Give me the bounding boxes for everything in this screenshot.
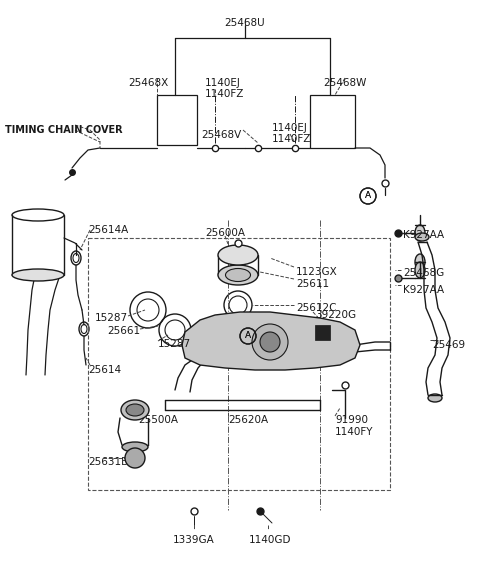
Ellipse shape [415,262,425,278]
Ellipse shape [122,442,148,452]
Ellipse shape [218,245,258,265]
Text: 1123GX: 1123GX [296,267,338,277]
Text: A: A [245,332,251,340]
Ellipse shape [218,265,258,285]
Ellipse shape [12,269,64,281]
Circle shape [125,448,145,468]
Text: 25468G: 25468G [403,268,444,278]
Text: 15287: 15287 [158,339,191,349]
Ellipse shape [415,233,429,241]
Circle shape [260,332,280,352]
Circle shape [252,324,288,360]
Text: 1140EJ: 1140EJ [205,78,241,88]
Ellipse shape [121,400,149,420]
Text: 25612C: 25612C [296,303,336,313]
Text: A: A [245,332,251,340]
Text: A: A [365,191,371,201]
Text: 25614A: 25614A [88,225,128,235]
Text: 1339GA: 1339GA [173,535,215,545]
Text: 25620A: 25620A [228,415,268,425]
Ellipse shape [415,225,425,241]
Text: 25631B: 25631B [88,457,128,467]
Text: K927AA: K927AA [403,230,444,240]
Ellipse shape [428,394,442,402]
Text: 1140FY: 1140FY [335,427,373,437]
Ellipse shape [126,404,144,416]
Ellipse shape [226,269,251,282]
Text: 25469: 25469 [432,340,465,350]
Text: 25600A: 25600A [205,228,245,238]
Text: 91990: 91990 [335,415,368,425]
Text: 39220G: 39220G [315,310,356,320]
Text: 25661: 25661 [107,326,140,336]
Text: 25468X: 25468X [128,78,168,88]
Text: K927AA: K927AA [403,285,444,295]
Text: 1140FZ: 1140FZ [272,134,312,144]
Text: 1140FZ: 1140FZ [205,89,244,99]
Text: 25611: 25611 [296,279,329,289]
Text: 15287: 15287 [95,313,128,323]
Text: 25500A: 25500A [138,415,178,425]
Text: A: A [365,191,371,201]
Text: 1140GD: 1140GD [249,535,291,545]
Text: 25614: 25614 [88,365,121,375]
Text: 25468W: 25468W [324,78,367,88]
Text: 1140EJ: 1140EJ [272,123,308,133]
Text: 25468V: 25468V [202,130,242,140]
Text: TIMING CHAIN COVER: TIMING CHAIN COVER [5,125,122,135]
Polygon shape [182,312,360,370]
Text: 25468U: 25468U [225,18,265,28]
Polygon shape [315,325,330,340]
Ellipse shape [415,254,425,270]
